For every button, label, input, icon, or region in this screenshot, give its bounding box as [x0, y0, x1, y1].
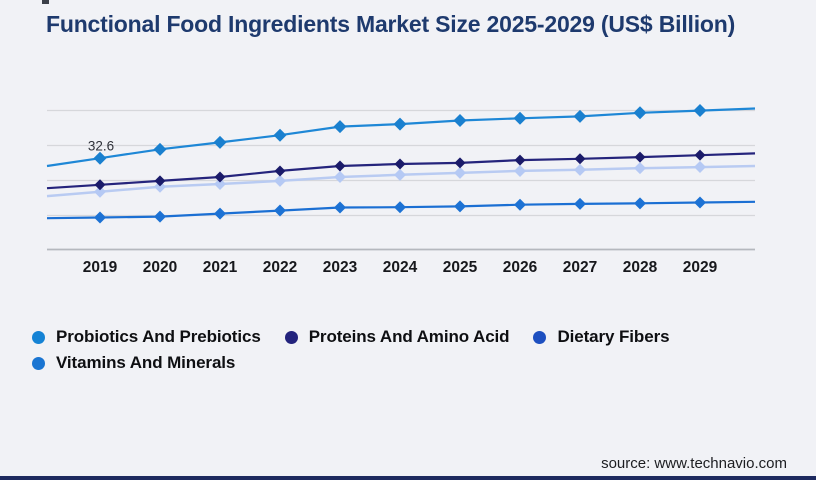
data-point-2027-dietary-fibers[interactable]	[574, 163, 586, 176]
data-point-2022-dietary-fibers[interactable]	[274, 174, 286, 187]
x-axis-labels: 2019 2020 2021 2022 2023 2024 2025 2026 2027 2028…	[83, 259, 718, 276]
data-point-2022-vitamins-and-minerals[interactable]	[274, 204, 286, 217]
data-point-2028-proteins-and-amino-acid[interactable]	[634, 151, 646, 163]
legend-dot-icon	[32, 330, 45, 344]
data-point-2025-probiotics-and-prebiotics[interactable]	[453, 114, 467, 128]
data-point-2019-vitamins-and-minerals[interactable]	[94, 211, 106, 224]
data-point-2028-dietary-fibers[interactable]	[634, 162, 646, 175]
top-edge-artifact	[42, 0, 49, 4]
data-point-2029-probiotics-and-prebiotics[interactable]	[693, 104, 707, 118]
x-tick-label-2023: 2023	[323, 259, 358, 276]
data-point-2021-probiotics-and-prebiotics[interactable]	[213, 135, 227, 149]
data-point-2028-probiotics-and-prebiotics[interactable]	[633, 106, 647, 120]
data-point-2026-dietary-fibers[interactable]	[514, 164, 526, 177]
legend-dot-icon	[32, 356, 45, 370]
data-point-2028-vitamins-and-minerals[interactable]	[634, 197, 646, 210]
legend-item-vitamins-and-minerals[interactable]: Vitamins And Minerals	[32, 353, 235, 373]
data-point-2021-vitamins-and-minerals[interactable]	[214, 207, 226, 220]
x-tick-label-2022: 2022	[263, 259, 297, 276]
data-point-2019-dietary-fibers[interactable]	[94, 185, 106, 198]
legend-dot-icon	[284, 330, 298, 344]
data-point-2029-dietary-fibers[interactable]	[694, 161, 706, 174]
x-tick-label-2019: 2019	[83, 259, 118, 276]
chart-legend: Probiotics And Prebiotics Proteins And A…	[32, 327, 712, 373]
data-point-2023-proteins-and-amino-acid[interactable]	[334, 160, 346, 172]
x-tick-label-2021: 2021	[203, 259, 238, 276]
x-tick-label-2028: 2028	[623, 259, 658, 276]
source-attribution: source: www.technavio.com	[601, 455, 787, 472]
data-point-2019-proteins-and-amino-acid[interactable]	[94, 179, 106, 191]
series-probiotics-and-prebiotics	[46, 104, 756, 168]
data-point-2026-vitamins-and-minerals[interactable]	[514, 198, 526, 211]
data-point-2020-proteins-and-amino-acid[interactable]	[154, 175, 166, 187]
data-point-2026-probiotics-and-prebiotics[interactable]	[513, 111, 527, 125]
x-tick-label-2026: 2026	[503, 259, 538, 276]
x-tick-label-2024: 2024	[383, 259, 418, 276]
data-point-2024-dietary-fibers[interactable]	[394, 168, 406, 181]
x-tick-label-2025: 2025	[443, 259, 478, 276]
legend-label: Dietary Fibers	[557, 327, 670, 346]
x-tick-label-2020: 2020	[143, 259, 177, 276]
data-point-2029-vitamins-and-minerals[interactable]	[694, 196, 706, 209]
legend-item-dietary-fibers[interactable]: Dietary Fibers	[533, 327, 670, 347]
data-point-2023-dietary-fibers[interactable]	[334, 171, 346, 184]
legend-item-proteins-and-amino-acid[interactable]: Proteins And Amino Acid	[284, 327, 510, 347]
data-point-2020-dietary-fibers[interactable]	[154, 180, 166, 193]
series-vitamins-and-minerals	[46, 196, 756, 224]
data-point-2021-dietary-fibers[interactable]	[214, 177, 226, 190]
data-point-2025-vitamins-and-minerals[interactable]	[454, 200, 466, 213]
bottom-accent-bar	[0, 476, 816, 480]
legend-item-probiotics-and-prebiotics[interactable]: Probiotics And Prebiotics	[32, 327, 261, 347]
data-point-2023-vitamins-and-minerals[interactable]	[334, 201, 346, 214]
x-tick-label-2027: 2027	[563, 259, 597, 276]
data-point-2024-probiotics-and-prebiotics[interactable]	[393, 117, 407, 131]
chart-title: Functional Food Ingredients Market Size …	[46, 11, 736, 37]
legend-label: Proteins And Amino Acid	[308, 327, 510, 346]
data-point-2027-vitamins-and-minerals[interactable]	[574, 197, 586, 210]
data-point-2027-probiotics-and-prebiotics[interactable]	[573, 109, 587, 123]
data-point-2022-proteins-and-amino-acid[interactable]	[274, 165, 286, 177]
data-point-2026-proteins-and-amino-acid[interactable]	[514, 154, 526, 166]
data-point-2023-probiotics-and-prebiotics[interactable]	[333, 120, 347, 134]
data-point-2024-vitamins-and-minerals[interactable]	[394, 201, 406, 214]
legend-label: Probiotics And Prebiotics	[56, 327, 261, 346]
data-point-2025-proteins-and-amino-acid[interactable]	[454, 157, 466, 169]
series-dietary-fibers	[46, 161, 756, 198]
data-point-2024-proteins-and-amino-acid[interactable]	[394, 158, 406, 170]
data-point-2027-proteins-and-amino-acid[interactable]	[574, 153, 586, 165]
x-tick-label-2029: 2029	[683, 259, 718, 276]
legend-label: Vitamins And Minerals	[56, 353, 236, 372]
series-proteins-and-amino-acid	[46, 149, 756, 191]
data-point-2022-probiotics-and-prebiotics[interactable]	[273, 128, 287, 142]
legend-dot-icon	[533, 330, 547, 344]
data-point-2021-proteins-and-amino-acid[interactable]	[214, 171, 226, 183]
data-label-annotation: 32.6	[88, 139, 114, 154]
data-point-2029-proteins-and-amino-acid[interactable]	[694, 149, 706, 161]
chart-svg: 32.6 2019 2020 2021 2022 2023 2024 2025 2026 2027…	[46, 104, 756, 276]
data-point-2020-vitamins-and-minerals[interactable]	[154, 210, 166, 223]
data-point-2025-dietary-fibers[interactable]	[454, 166, 466, 179]
data-point-2019-probiotics-and-prebiotics[interactable]	[93, 151, 107, 165]
data-point-2020-probiotics-and-prebiotics[interactable]	[153, 142, 167, 156]
